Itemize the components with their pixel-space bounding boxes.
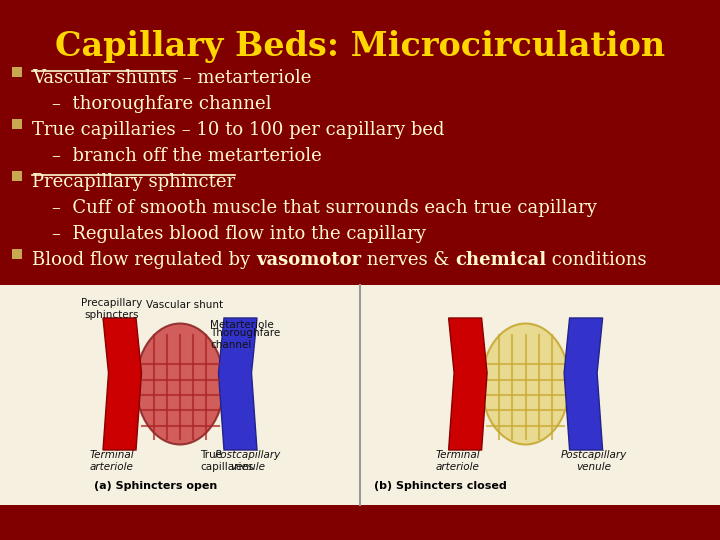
Bar bbox=[12, 67, 22, 77]
Text: Precapillary sphincter: Precapillary sphincter bbox=[32, 173, 235, 191]
Text: (b) Sphincters closed: (b) Sphincters closed bbox=[374, 481, 507, 491]
Text: Terminal
arteriole: Terminal arteriole bbox=[90, 450, 135, 471]
Text: conditions: conditions bbox=[546, 251, 647, 269]
Text: True
capillaries: True capillaries bbox=[200, 450, 253, 471]
Text: Postcapillary
venule: Postcapillary venule bbox=[560, 450, 626, 471]
Polygon shape bbox=[218, 318, 257, 450]
Text: Thoroughfare
channel: Thoroughfare channel bbox=[210, 328, 280, 350]
Text: Metarteriole: Metarteriole bbox=[210, 320, 274, 330]
Text: –  Cuff of smooth muscle that surrounds each true capillary: – Cuff of smooth muscle that surrounds e… bbox=[52, 199, 597, 217]
Bar bbox=[12, 171, 22, 181]
Text: nerves &: nerves & bbox=[361, 251, 455, 269]
Text: Postcapillary
venule: Postcapillary venule bbox=[215, 450, 281, 471]
Text: – metarteriole: – metarteriole bbox=[177, 69, 311, 87]
Text: True capillaries: True capillaries bbox=[32, 122, 176, 139]
Polygon shape bbox=[103, 318, 142, 450]
Text: –  Regulates blood flow into the capillary: – Regulates blood flow into the capillar… bbox=[52, 225, 426, 244]
Ellipse shape bbox=[482, 323, 570, 444]
Polygon shape bbox=[564, 318, 603, 450]
Text: vasomotor: vasomotor bbox=[256, 251, 361, 269]
Bar bbox=[12, 119, 22, 129]
Ellipse shape bbox=[136, 323, 224, 444]
Text: Vascular shunts: Vascular shunts bbox=[32, 69, 177, 87]
Bar bbox=[0, 285, 720, 505]
Text: –  thoroughfare channel: – thoroughfare channel bbox=[52, 95, 271, 113]
Text: –  branch off the metarteriole: – branch off the metarteriole bbox=[52, 147, 322, 165]
Polygon shape bbox=[449, 318, 487, 450]
Text: Precapillary
sphincters: Precapillary sphincters bbox=[81, 299, 143, 320]
Bar bbox=[12, 249, 22, 259]
Text: Terminal
arteriole: Terminal arteriole bbox=[436, 450, 480, 471]
Text: (a) Sphincters open: (a) Sphincters open bbox=[94, 481, 217, 491]
Text: Blood flow regulated by: Blood flow regulated by bbox=[32, 251, 256, 269]
Text: – 10 to 100 per capillary bed: – 10 to 100 per capillary bed bbox=[176, 122, 444, 139]
Text: chemical: chemical bbox=[455, 251, 546, 269]
Text: Capillary Beds: Microcirculation: Capillary Beds: Microcirculation bbox=[55, 30, 665, 63]
Text: Vascular shunt: Vascular shunt bbox=[146, 300, 224, 310]
